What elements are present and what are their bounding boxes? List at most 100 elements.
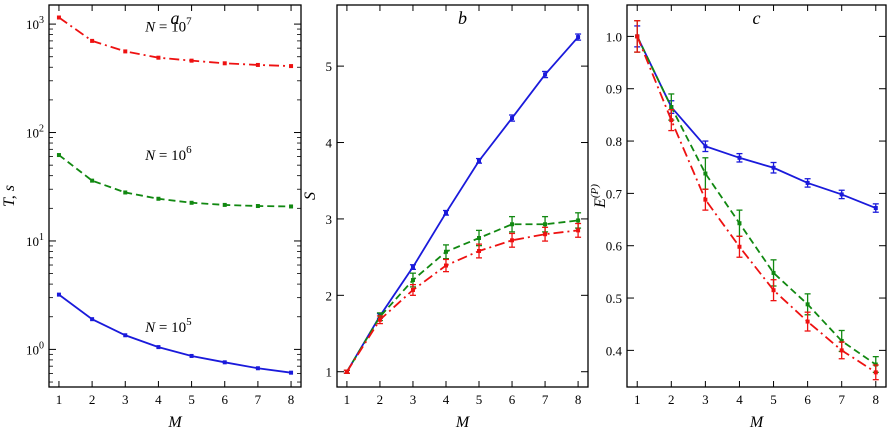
panel-a-series-0-point — [222, 61, 227, 66]
panel-a-series-2-point — [189, 353, 194, 358]
panel-a-x-tick-label: 2 — [89, 392, 96, 407]
panel-a-series-0-point — [289, 64, 294, 69]
panel-c-series-2-point — [669, 118, 674, 123]
panel-c-series-0-point — [839, 192, 844, 197]
panel-b-x-tick-label: 1 — [344, 392, 351, 407]
panel-b-x-tick-label: 3 — [410, 392, 417, 407]
panel-a-annotation: N = 106 — [144, 144, 192, 164]
panel-a-series-2-point — [90, 317, 95, 322]
panel-a-annotation: N = 105 — [144, 316, 192, 336]
panel-b-x-tick-label: 6 — [509, 392, 516, 407]
panel-c-x-axis-label: M — [749, 414, 765, 431]
panel-c-series-2-point — [839, 348, 844, 353]
panel-b-series-2-point — [576, 228, 581, 233]
panel-a-series-1-point — [156, 196, 161, 201]
panel-b-y-tick-label: 2 — [326, 288, 333, 303]
panel-c-series-1-line — [636, 36, 877, 366]
panel-c-series-1-point — [703, 171, 708, 176]
panel-b-series-1-line — [346, 219, 579, 373]
panel-b-series-1-point — [410, 278, 415, 283]
panel-b-series-0-point — [443, 210, 448, 215]
panel-b-x-tick-label: 4 — [443, 392, 450, 407]
panel-c-y-tick-label: 0.7 — [606, 186, 623, 201]
panel-c-y-axis-label: E(P) — [589, 184, 609, 209]
panel-a-y-axis-label: T, s — [1, 185, 18, 207]
panel-c-series-1-point — [839, 338, 844, 343]
panel-a-series-2-point — [156, 345, 161, 350]
panel-b-series-0-line — [346, 36, 579, 373]
panel-a-series-1-point — [189, 200, 194, 205]
panel-a-series-2-point — [289, 370, 294, 375]
panel-b-series-1-point — [576, 218, 581, 223]
panel-c-x-tick-label: 5 — [770, 392, 777, 407]
panel-a-series-1-line — [58, 154, 292, 208]
panel-c-y-tick-label: 0.4 — [606, 343, 623, 358]
panel-b-series-1-point — [543, 222, 548, 227]
panel-c: 1 2 3 4 5 6 7 8 0.4 0.5 0.6 0.7 0.8 0.9 1.0 c M E(P) — [589, 4, 887, 431]
panel-a-series-2-point — [56, 292, 61, 297]
panel-c-series-2-point — [873, 370, 878, 375]
panel-a-series-0-point — [156, 55, 161, 60]
panel-a-y-tick-label: 103 — [26, 15, 44, 32]
panel-b-series-0-point — [543, 72, 548, 77]
panel-b-series-0-point — [576, 35, 581, 40]
panel-a-series-2-line — [58, 293, 292, 374]
panel-a-series-0-line — [58, 16, 292, 67]
panel-c-series-0-point — [873, 206, 878, 211]
panel-c-x-tick-label: 1 — [634, 392, 641, 407]
panel-b-series-0-point — [510, 116, 515, 121]
panel-a-x-tick-label: 6 — [221, 392, 228, 407]
panel-c-series-0-point — [805, 180, 810, 185]
panel-c-x-tick-label: 4 — [736, 392, 743, 407]
panel-b-x-tick-label: 2 — [377, 392, 384, 407]
panel-a-x-tick-label: 5 — [188, 392, 195, 407]
panel-c-series-0-line — [636, 36, 877, 209]
panel-c-series-2-point — [805, 319, 810, 324]
panel-a-x-tick-label: 4 — [155, 392, 162, 407]
panel-b-frame — [336, 4, 589, 388]
panel-c-series-0-point — [703, 144, 708, 149]
panel-b-series-2-point — [344, 369, 349, 374]
panel-c-y-tick-label: 0.5 — [606, 291, 622, 306]
panel-b-series-2-point — [443, 263, 448, 268]
panel-b: 1 2 3 4 5 6 7 8 1 2 3 4 5 b M S — [302, 4, 589, 431]
panel-a-x-tick-label: 8 — [288, 392, 295, 407]
panel-c-y-tick-label: 0.8 — [606, 134, 622, 149]
panel-a-series-1-point — [255, 204, 260, 209]
panel-a-frame — [48, 4, 302, 388]
panel-a-series-1-point — [222, 202, 227, 207]
panel-a-series-1-point — [123, 190, 128, 195]
panel-b-series-0-point — [410, 265, 415, 270]
panel-b-series-2-point — [410, 287, 415, 292]
panel-a-series-0-point — [90, 38, 95, 43]
panel-b-x-tick-label: 5 — [476, 392, 483, 407]
panel-b-y-tick-label: 5 — [326, 59, 333, 74]
panel-c-x-tick-label: 7 — [838, 392, 845, 407]
panel-c-series-1-point — [771, 270, 776, 275]
panel-c-series-2-point — [737, 244, 742, 249]
panel-b-series-2-point — [543, 232, 548, 237]
panel-c-x-tick-label: 2 — [668, 392, 675, 407]
panel-b-y-tick-label: 4 — [326, 136, 333, 151]
panel-a-series-0-point — [56, 15, 61, 20]
panel-a-series-1-point — [56, 153, 61, 158]
panel-a-series-1-point — [90, 178, 95, 183]
panel-a-x-tick-label: 1 — [56, 392, 63, 407]
panel-c-y-tick-label: 0.9 — [606, 82, 622, 97]
panel-a-series-0-point — [123, 49, 128, 54]
panel-c-series-0-point — [771, 165, 776, 170]
panel-b-series-2-point — [377, 317, 382, 322]
panel-a-series-2-point — [123, 333, 128, 338]
panel-b-series-0-point — [477, 158, 482, 163]
panel-a-series-2-point — [255, 366, 260, 371]
panel-c-series-1-point — [669, 105, 674, 110]
panel-b-y-tick-label: 1 — [326, 365, 333, 380]
panel-c-x-tick-label: 3 — [702, 392, 709, 407]
panel-b-series-2-line — [346, 229, 579, 373]
panel-b-series-1-point — [443, 249, 448, 254]
panel-b-series-1-point — [510, 222, 515, 227]
panel-b-series-1-point — [477, 236, 482, 241]
panel-c-series-2-point — [771, 288, 776, 293]
panel-a-series-2-point — [222, 360, 227, 365]
panel-a-x-tick-label: 3 — [122, 392, 129, 407]
